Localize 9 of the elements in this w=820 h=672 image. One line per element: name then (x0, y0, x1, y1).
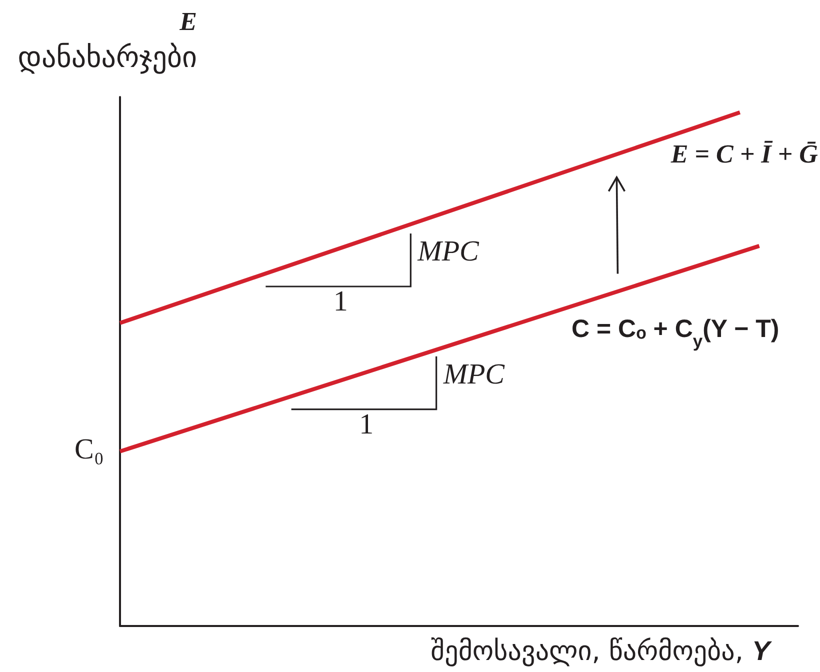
annotation: 1 (333, 285, 348, 318)
annotation: MPC (416, 235, 480, 268)
series-label: E = C + Ī + Ḡ (670, 139, 818, 168)
y-axis-title: E დანახარჯები (18, 7, 197, 74)
series-label: C = Cₒ + C$_{y}$(Y − T) (571, 314, 780, 351)
x-axis-title: შემოსავალი, წარმოება, Y (430, 636, 773, 667)
annotation: 1 (359, 408, 374, 440)
text: C₀ (74, 433, 104, 466)
annotation: MPC (442, 358, 506, 390)
